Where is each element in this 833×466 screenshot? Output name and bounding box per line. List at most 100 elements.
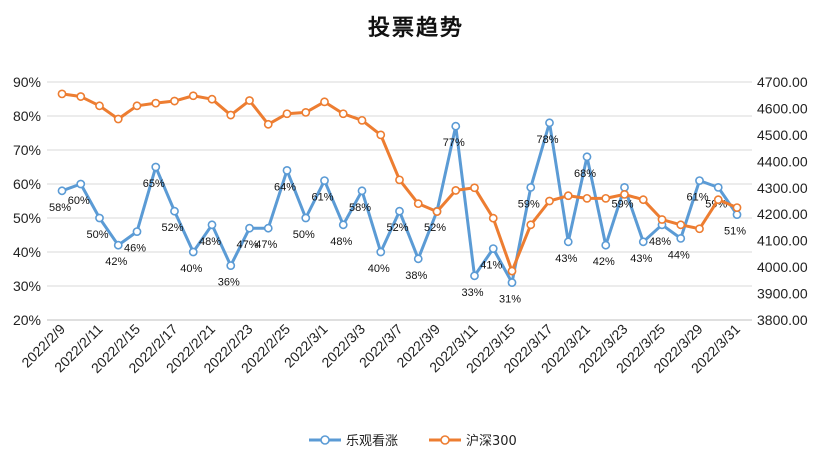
legend-marker [440, 435, 450, 445]
data-point [432, 207, 442, 216]
data-label: 48% [199, 236, 221, 248]
data-label: 40% [180, 263, 202, 275]
data-point [507, 266, 517, 276]
data-label: 52% [424, 222, 446, 234]
data-point [282, 109, 292, 119]
data-point [545, 118, 554, 128]
right-axis-tick-label: 4400.00 [757, 153, 808, 169]
data-label: 42% [105, 256, 127, 268]
legend: 乐观看涨 沪深300 [309, 433, 517, 449]
data-point [395, 206, 404, 216]
data-point [638, 237, 648, 247]
data-label: 51% [724, 226, 746, 238]
data-point [488, 244, 498, 253]
data-point [470, 183, 479, 193]
right-axis-tick-label: 4700.00 [757, 74, 808, 90]
left-axis-tick-label: 40% [13, 244, 41, 260]
series-layer: 58%60%50%42%46%65%52%40%48%36%47%47%64%5… [49, 89, 746, 306]
right-axis-tick-label: 3900.00 [757, 286, 808, 302]
data-point [488, 213, 498, 223]
data-label: 42% [593, 256, 615, 268]
data-point [245, 96, 254, 105]
data-point [226, 110, 236, 120]
data-label: 65% [143, 178, 165, 190]
data-point [188, 247, 198, 257]
data-point [188, 91, 198, 101]
data-point [113, 240, 123, 250]
data-point [638, 195, 648, 205]
data-label: 41% [480, 260, 502, 272]
data-point [620, 189, 629, 199]
data-label: 38% [405, 270, 427, 282]
series-1 [57, 89, 742, 276]
data-point [57, 89, 67, 99]
data-point [413, 199, 423, 209]
data-point [357, 115, 367, 125]
data-label: 59% [611, 198, 633, 210]
data-point [563, 191, 573, 201]
data-point [376, 247, 386, 257]
data-label: 77% [443, 137, 465, 149]
data-point [526, 220, 536, 230]
data-point [526, 182, 536, 192]
left-axis-tick-label: 50% [13, 210, 41, 226]
data-point [263, 119, 273, 129]
data-label: 46% [124, 243, 146, 255]
data-label: 61% [686, 192, 708, 204]
data-label: 44% [668, 249, 690, 261]
data-label: 43% [630, 253, 652, 265]
data-point [713, 182, 723, 192]
data-point [57, 186, 67, 196]
data-point [451, 121, 461, 131]
legend-item-1: 沪深300 [429, 433, 517, 449]
data-label: 33% [461, 287, 483, 299]
left-axis-tick-label: 80% [13, 108, 41, 124]
right-axis-tick-label: 4100.00 [757, 233, 808, 249]
data-point [676, 220, 686, 230]
data-point [226, 261, 236, 270]
data-label: 59% [518, 198, 540, 210]
data-point [263, 223, 273, 233]
data-point [170, 96, 179, 106]
data-point [207, 94, 217, 104]
data-label: 78% [536, 134, 558, 146]
data-point [413, 254, 423, 264]
data-point [695, 224, 704, 234]
data-point [357, 186, 367, 196]
data-point [170, 206, 179, 216]
legend-item-0: 乐观看涨 [309, 433, 398, 449]
data-label: 48% [649, 236, 671, 248]
legend-marker [320, 435, 330, 445]
right-axis-tick-label: 4000.00 [757, 259, 808, 275]
data-label: 58% [49, 202, 71, 214]
data-label: 36% [218, 277, 240, 289]
data-point [582, 152, 592, 162]
data-label: 58% [349, 202, 371, 214]
data-label: 47% [236, 239, 258, 251]
data-point [245, 223, 254, 233]
data-point [470, 271, 479, 281]
left-axis-tick-label: 90% [13, 74, 41, 90]
data-point [657, 215, 667, 224]
legend-label: 乐观看涨 [346, 433, 398, 449]
right-axis-tick-label: 4500.00 [757, 127, 808, 143]
right-axis-tick-label: 4600.00 [757, 100, 808, 116]
data-point [507, 278, 517, 287]
data-point [338, 109, 348, 119]
data-label: 68% [574, 168, 596, 180]
data-point [132, 101, 142, 111]
chart-title: 投票趋势 [368, 15, 464, 41]
data-point [301, 108, 311, 117]
data-point [76, 92, 86, 101]
data-point [95, 213, 104, 223]
series-0: 58%60%50%42%46%65%52%40%48%36%47%47%64%5… [49, 118, 746, 306]
data-point [376, 130, 386, 140]
data-label: 52% [386, 222, 408, 234]
data-label: 52% [161, 222, 183, 234]
data-label: 31% [499, 294, 521, 306]
left-y-axis: 20% 30% 40% 50% 60% 70% 80% 90% [13, 74, 41, 328]
data-point [301, 213, 311, 223]
data-point [601, 193, 611, 203]
